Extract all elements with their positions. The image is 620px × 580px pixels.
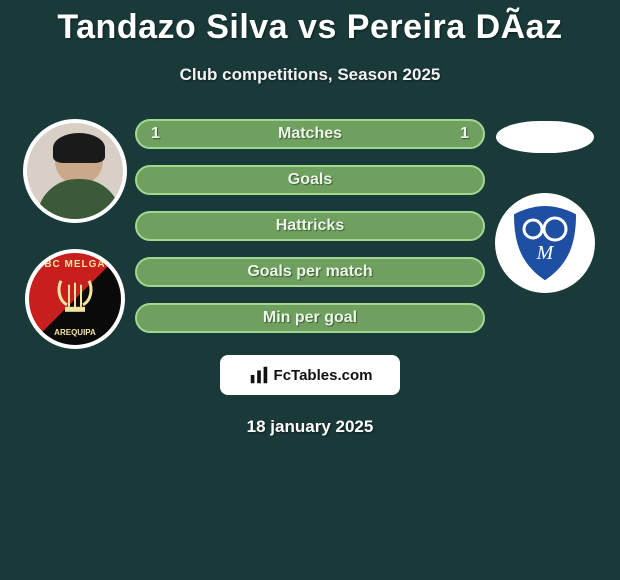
watermark: FcTables.com (220, 355, 400, 395)
stat-row: Goals per match (135, 257, 485, 287)
shield-icon: M (503, 201, 587, 285)
badge-text-top: BC MELGA (29, 259, 121, 270)
lyre-icon (53, 275, 97, 319)
subtitle: Club competitions, Season 2025 (0, 65, 620, 85)
watermark-text: FcTables.com (274, 367, 373, 384)
chart-icon (248, 364, 270, 386)
comparison-panel: BC MELGA AREQUIPA 1 Matches 1 Goals Hatt… (0, 119, 620, 437)
badge-text-bottom: AREQUIPA (29, 328, 121, 337)
stat-row: Goals (135, 165, 485, 195)
stat-left-value: 1 (151, 125, 160, 143)
stat-label: Matches (278, 125, 342, 143)
stat-label: Goals (288, 171, 332, 189)
player-left-club-badge: BC MELGA AREQUIPA (25, 249, 125, 349)
stat-label: Hattricks (276, 217, 344, 235)
stat-right-value: 1 (460, 125, 469, 143)
stat-bars: 1 Matches 1 Goals Hattricks Goals per ma… (135, 119, 485, 437)
stat-row: 1 Matches 1 (135, 119, 485, 149)
stat-label: Min per goal (263, 309, 357, 327)
stat-row: Min per goal (135, 303, 485, 333)
left-column: BC MELGA AREQUIPA (15, 119, 135, 349)
stat-label: Goals per match (247, 263, 372, 281)
right-column: M (485, 119, 605, 293)
page-title: Tandazo Silva vs Pereira DÃ­az (0, 0, 620, 47)
player-right-club-badge: M (495, 193, 595, 293)
player-right-photo-placeholder (496, 121, 594, 153)
stat-row: Hattricks (135, 211, 485, 241)
date: 18 january 2025 (247, 417, 374, 437)
svg-text:M: M (536, 242, 555, 264)
player-left-photo (23, 119, 127, 223)
